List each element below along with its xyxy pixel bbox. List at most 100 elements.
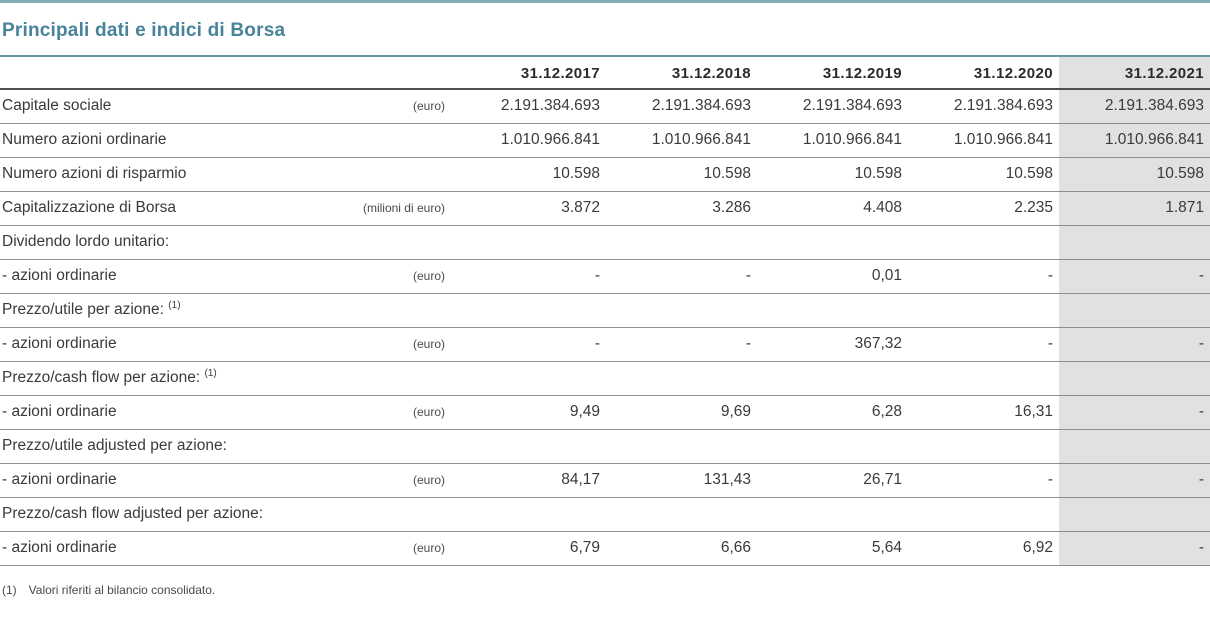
- top-rule: [0, 0, 1210, 3]
- value-cell: 4.408: [757, 191, 908, 226]
- value-cell: 10.598: [1059, 157, 1210, 192]
- table-row: Dividendo lordo unitario:: [0, 225, 1210, 260]
- unit-cell: [310, 429, 455, 464]
- value-cell: 3.872: [455, 191, 606, 226]
- row-label: Dividendo lordo unitario:: [0, 225, 310, 260]
- value-cell: 26,71: [757, 463, 908, 498]
- table-row: - azioni ordinarie (euro) - -367,32- -: [0, 327, 1210, 362]
- unit-cell: [310, 497, 455, 532]
- row-label-text: - azioni ordinarie: [2, 403, 117, 420]
- row-label-text: Numero azioni ordinarie: [2, 131, 167, 148]
- row-label: - azioni ordinarie: [0, 259, 310, 294]
- value-cell: 131,43: [606, 463, 757, 498]
- value-cell: 367,32: [757, 327, 908, 362]
- value-cell: -: [908, 463, 1059, 498]
- value-cell: [908, 429, 1059, 464]
- value-cell: 9,49: [455, 395, 606, 430]
- value-cell: -: [1059, 259, 1210, 294]
- report-page: Principali dati e indici di Borsa 31.12.…: [0, 0, 1210, 597]
- value-cell: 2.191.384.693: [757, 89, 908, 124]
- value-cell: [455, 293, 606, 328]
- value-cell: 1.871: [1059, 191, 1210, 226]
- value-cell: 1.010.966.841: [908, 123, 1059, 158]
- table-row: Capitale sociale (euro) 2.191.384.693 2.191…: [0, 89, 1210, 124]
- footnote-text: Valori riferiti al bilancio consolidato.: [28, 582, 216, 597]
- value-cell: 1.010.966.841: [1059, 123, 1210, 158]
- value-cell: 1.010.966.841: [606, 123, 757, 158]
- value-cell: -: [455, 259, 606, 294]
- unit-cell: (euro): [310, 89, 455, 124]
- header-label-spacer: [0, 57, 310, 90]
- value-cell: [455, 225, 606, 260]
- table-row: Numero azioni di risparmio 10.598 10.598 10…: [0, 157, 1210, 192]
- row-label-text: Prezzo/utile per azione:: [2, 301, 164, 319]
- row-label: Capitalizzazione di Borsa: [0, 191, 310, 226]
- footnote-reference: (1): [168, 300, 181, 312]
- unit-cell: [310, 293, 455, 328]
- value-cell: [908, 225, 1059, 260]
- value-cell: -: [908, 327, 1059, 362]
- value-cell: [757, 225, 908, 260]
- unit-cell: (euro): [310, 531, 455, 566]
- row-label: - azioni ordinarie: [0, 463, 310, 498]
- row-label: - azioni ordinarie: [0, 327, 310, 362]
- table-row: - azioni ordinarie (euro) 6,79 6,66 5,64 6,92…: [0, 531, 1210, 566]
- value-cell: 6,28: [757, 395, 908, 430]
- table-row: Numero azioni ordinarie 1.010.966.841 1.01…: [0, 123, 1210, 158]
- value-cell: -: [908, 259, 1059, 294]
- value-cell: 10.598: [606, 157, 757, 192]
- row-label-text: Dividendo lordo unitario:: [2, 233, 170, 250]
- value-cell: -: [1059, 327, 1210, 362]
- row-label: Prezzo/utile adjusted per azione:: [0, 429, 310, 464]
- row-label-text: Capitalizzazione di Borsa: [2, 199, 177, 216]
- row-label: Numero azioni di risparmio: [0, 157, 310, 192]
- value-cell: -: [1059, 531, 1210, 566]
- unit-cell: [310, 361, 455, 396]
- value-cell: [908, 361, 1059, 396]
- value-cell: -: [606, 259, 757, 294]
- stock-data-table: 31.12.2017 31.12.2018 31.12.2019 31.12.2020…: [0, 57, 1210, 566]
- table-row: - azioni ordinarie (euro) 84,17 131,43 26,71…: [0, 463, 1210, 498]
- value-cell: [1059, 293, 1210, 328]
- value-cell: -: [1059, 395, 1210, 430]
- value-cell: [455, 429, 606, 464]
- row-label: Prezzo/cash flow adjusted per azione:: [0, 497, 310, 532]
- value-cell: 2.191.384.693: [908, 89, 1059, 124]
- table-row: - azioni ordinarie (euro) 9,49 9,69 6,28 16,3…: [0, 395, 1210, 430]
- value-cell: [757, 293, 908, 328]
- value-cell: 84,17: [455, 463, 606, 498]
- value-cell: [1059, 497, 1210, 532]
- value-cell: 6,79: [455, 531, 606, 566]
- row-label-text: Capitale sociale: [2, 97, 112, 115]
- column-header: 31.12.2020: [908, 57, 1059, 90]
- column-header: 31.12.2017: [455, 57, 606, 90]
- value-cell: 9,69: [606, 395, 757, 430]
- value-cell: 0,01: [757, 259, 908, 294]
- value-cell: [606, 361, 757, 396]
- column-header: 31.12.2019: [757, 57, 908, 90]
- value-cell: [757, 429, 908, 464]
- unit-cell: (euro): [310, 395, 455, 430]
- value-cell: 10.598: [908, 157, 1059, 192]
- row-label: Prezzo/cash flow per azione: (1): [0, 361, 310, 396]
- value-cell: 2.235: [908, 191, 1059, 226]
- value-cell: 2.191.384.693: [455, 89, 606, 124]
- row-label: Prezzo/utile per azione: (1): [0, 293, 310, 328]
- value-cell: [908, 293, 1059, 328]
- value-cell: 1.010.966.841: [455, 123, 606, 158]
- unit-cell: (milioni di euro): [310, 191, 455, 226]
- value-cell: [1059, 225, 1210, 260]
- value-cell: 2.191.384.693: [606, 89, 757, 124]
- value-cell: [757, 361, 908, 396]
- value-cell: [606, 429, 757, 464]
- value-cell: [455, 497, 606, 532]
- value-cell: 1.010.966.841: [757, 123, 908, 158]
- row-label-text: Prezzo/cash flow adjusted per azione:: [2, 505, 264, 522]
- unit-cell: [310, 157, 455, 192]
- footnote: (1) Valori riferiti al bilancio consolida…: [0, 583, 1210, 597]
- table-row: Prezzo/cash flow per azione: (1): [0, 361, 1210, 396]
- value-cell: [455, 361, 606, 396]
- value-cell: 6,66: [606, 531, 757, 566]
- row-label: Capitale sociale: [0, 89, 310, 124]
- column-header: 31.12.2021: [1059, 57, 1210, 90]
